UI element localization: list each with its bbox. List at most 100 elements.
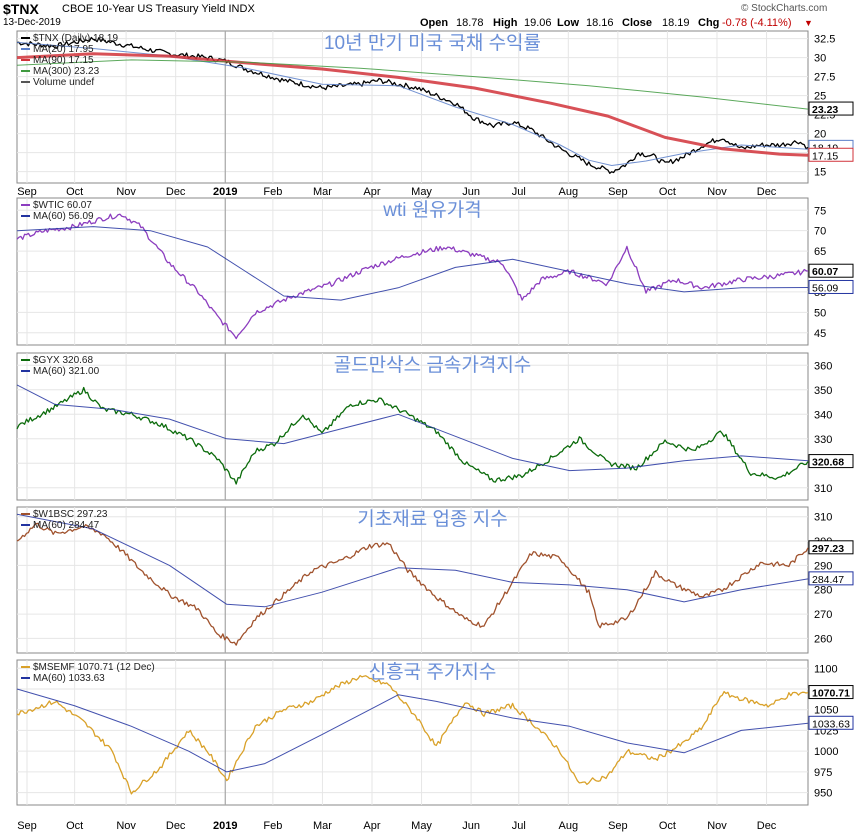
- last-value-box: [808, 279, 854, 294]
- x-tick-label: Oct: [659, 186, 676, 198]
- legend-entry: MA(60) 1033.63: [33, 673, 105, 684]
- x-tick-label: 2019: [213, 820, 237, 832]
- x-tick-label: Apr: [363, 186, 380, 198]
- panel-title: 신흥국 주가지수: [369, 661, 497, 683]
- symbol-label: $TNX: [3, 1, 39, 17]
- y-tick-label: 290: [814, 560, 832, 572]
- last-value-box: [808, 540, 854, 555]
- series-line-msemf-0: [16, 674, 809, 795]
- series-line-tnx-3: [16, 59, 809, 110]
- series-line-w1bsc-0: [16, 522, 809, 646]
- x-tick-label: Dec: [166, 186, 186, 198]
- last-value-box: [808, 454, 854, 469]
- y-tick-label: 270: [814, 609, 832, 621]
- x-tick-label: Apr: [363, 820, 380, 832]
- x-tick-label: Aug: [559, 820, 579, 832]
- chart-date: 13-Dec-2019: [3, 17, 61, 28]
- y-tick-label: 350: [814, 385, 832, 397]
- y-tick-label: 310: [814, 512, 832, 524]
- panel-frame-gyx: [16, 352, 809, 501]
- x-tick-label: Sep: [608, 820, 628, 832]
- y-tick-label: 20: [814, 129, 826, 141]
- y-tick-label: 65: [814, 246, 826, 258]
- x-tick-label: Oct: [66, 820, 83, 832]
- last-value-label: 17.15: [812, 150, 838, 162]
- x-tick-label: Nov: [116, 186, 136, 198]
- last-value-box: [808, 685, 854, 700]
- x-tick-label: Sep: [608, 186, 628, 198]
- last-value-label: 320.68: [812, 457, 844, 469]
- x-tick-label: Dec: [166, 820, 186, 832]
- panel-title: 골드만삭스 금속가격지수: [334, 354, 532, 376]
- y-tick-label: 360: [814, 360, 832, 372]
- panel-title: 기초재료 업종 지수: [357, 508, 507, 530]
- x-tick-label: Jul: [512, 186, 526, 198]
- y-tick-label: 45: [814, 328, 826, 340]
- series-line-gyx-0: [16, 386, 809, 485]
- last-value-box: [808, 571, 854, 586]
- y-tick-label: 50: [814, 307, 826, 319]
- last-value-label: 23.23: [812, 104, 838, 116]
- legend-entry: MA(60) 284.47: [33, 520, 100, 531]
- x-tick-label: May: [411, 820, 432, 832]
- x-tick-label: Nov: [707, 186, 727, 198]
- watermark: © StockCharts.com: [741, 3, 828, 14]
- x-tick-label: 2019: [213, 186, 237, 198]
- chg-down-icon: ▼: [804, 18, 813, 28]
- legend-entry: Volume undef: [33, 77, 94, 88]
- last-value-box: [808, 715, 854, 730]
- legend-entry: $MSEMF 1070.71 (12 Dec): [33, 662, 155, 673]
- x-tick-label: Mar: [313, 186, 332, 198]
- y-tick-label: 950: [814, 788, 832, 800]
- panel-frame-w1bsc: [16, 506, 809, 654]
- last-value-box: [808, 263, 854, 278]
- legend-entry: $TNX (Daily) 18.19: [33, 33, 118, 44]
- x-tick-label: Oct: [66, 186, 83, 198]
- y-tick-label: 32.5: [814, 34, 835, 46]
- last-value-label: 297.23: [812, 543, 844, 555]
- x-tick-label: Jun: [462, 820, 480, 832]
- last-value-label: 1070.71: [812, 688, 850, 700]
- y-tick-label: 1000: [814, 746, 838, 758]
- y-tick-label: 975: [814, 767, 832, 779]
- legend-entry: MA(60) 321.00: [33, 366, 100, 377]
- series-line-tnx-0: [16, 36, 809, 174]
- legend-entry: MA(20) 17.95: [33, 44, 94, 55]
- x-tick-label: Jul: [512, 820, 526, 832]
- x-tick-label: Sep: [17, 820, 37, 832]
- x-tick-label: Feb: [263, 186, 282, 198]
- y-tick-label: 1100: [814, 663, 838, 675]
- x-tick-label: Dec: [757, 820, 777, 832]
- x-tick-label: Dec: [757, 186, 777, 198]
- x-tick-label: Nov: [707, 820, 727, 832]
- series-line-tnx-1: [16, 41, 809, 166]
- y-tick-label: 260: [814, 633, 832, 645]
- open-label: Open: [420, 17, 449, 29]
- open-value: 18.78: [456, 17, 484, 29]
- last-value-label: 1033.63: [812, 718, 850, 730]
- last-value-label: 284.47: [812, 574, 844, 586]
- legend-entry: $WTIC 60.07: [33, 200, 92, 211]
- legend-entry: MA(60) 56.09: [33, 211, 94, 222]
- chg-value: -0.78 (-4.11%): [722, 17, 792, 29]
- x-tick-label: Jun: [462, 186, 480, 198]
- close-label: Close: [622, 17, 652, 29]
- series-line-wti-1: [16, 226, 809, 301]
- chg-label: Chg: [698, 17, 720, 29]
- y-tick-label: 340: [814, 409, 832, 421]
- y-tick-label: 310: [814, 483, 832, 495]
- last-value-box: [808, 147, 854, 162]
- panel-title: wti 원유가격: [382, 199, 481, 221]
- y-tick-label: 27.5: [814, 72, 835, 84]
- series-line-tnx-2: [16, 52, 809, 157]
- last-value-label: 56.09: [812, 282, 838, 294]
- last-value-box: [808, 101, 854, 116]
- x-tick-label: Feb: [263, 820, 282, 832]
- x-tick-label: Sep: [17, 186, 37, 198]
- series-line-msemf-1: [16, 688, 809, 773]
- x-tick-label: Nov: [116, 820, 136, 832]
- y-tick-label: 30: [814, 53, 826, 65]
- low-label: Low: [557, 17, 579, 29]
- x-tick-label: Mar: [313, 820, 332, 832]
